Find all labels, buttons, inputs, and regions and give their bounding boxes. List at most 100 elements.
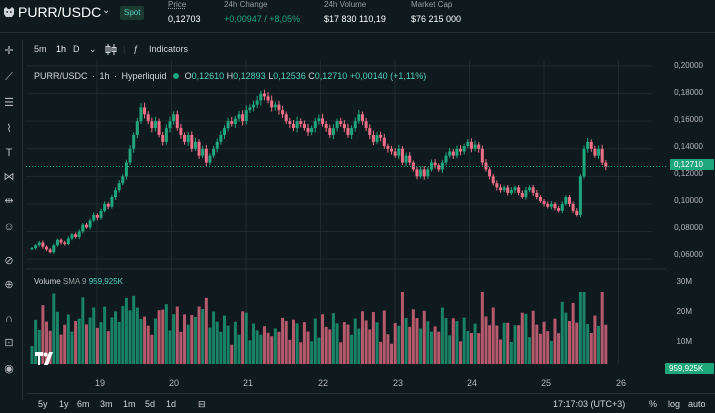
- price-chart[interactable]: [26, 60, 666, 372]
- candle-body: [201, 148, 205, 156]
- candle-body: [524, 190, 528, 198]
- volume-bar: [313, 318, 317, 364]
- x-tick-label: 26: [616, 378, 627, 388]
- volume-bar: [92, 307, 96, 364]
- range-1y[interactable]: 1y: [59, 399, 69, 409]
- crosshair-icon[interactable]: ✛: [4, 45, 14, 57]
- volume-bar: [48, 330, 52, 364]
- candles-icon[interactable]: [105, 43, 117, 56]
- date-range-icon[interactable]: ⊟: [198, 399, 206, 409]
- last-price-tag: 0,12710: [670, 159, 714, 170]
- volume-tick-label: 10M: [676, 337, 692, 346]
- ruler-icon[interactable]: ⊘: [4, 255, 14, 267]
- volume-bar: [230, 344, 234, 364]
- candle-body: [542, 201, 546, 204]
- candle-body: [437, 165, 441, 170]
- trend-line-icon[interactable]: ⟋: [5, 71, 13, 83]
- zoom-in-icon[interactable]: ⊕: [4, 279, 14, 291]
- bottom-toolbar: 5y 1y 6m 3m 1m 5d 1d ⊟ 17:17:03 (UTC+3) …: [0, 397, 715, 413]
- volume-bar: [564, 312, 568, 364]
- volume-bar: [480, 292, 484, 364]
- candle-body: [586, 141, 590, 149]
- volume-bar: [400, 292, 404, 364]
- range-3m[interactable]: 3m: [100, 399, 113, 409]
- volume-bar: [226, 325, 230, 364]
- candle-body: [575, 210, 579, 215]
- pattern-icon[interactable]: ⋈: [3, 171, 15, 183]
- volume-legend-value: 959,925K: [88, 277, 123, 286]
- candle-body: [429, 162, 433, 170]
- candle-body: [237, 114, 241, 119]
- range-1m[interactable]: 1m: [123, 399, 136, 409]
- candle-body: [364, 121, 368, 129]
- interval-5m[interactable]: 5m: [34, 44, 47, 54]
- volume-bar: [488, 325, 492, 364]
- volume-bar: [371, 312, 375, 364]
- interval-d[interactable]: D: [73, 44, 80, 54]
- volume-bar: [34, 319, 38, 364]
- divider: [22, 40, 23, 400]
- tradingview-logo-icon[interactable]: [35, 352, 53, 365]
- candle-body: [161, 134, 165, 142]
- volume-bar: [284, 320, 288, 364]
- volume-bar: [506, 322, 510, 364]
- emoji-icon[interactable]: ☺: [3, 221, 15, 233]
- volume-bar: [404, 317, 408, 364]
- legend-symbol: PURR/USDC: [34, 71, 88, 81]
- clock-readout[interactable]: 17:17:03 (UTC+3): [553, 399, 626, 409]
- volume-bar: [531, 310, 535, 364]
- volume-bar: [117, 321, 121, 364]
- candle-body: [411, 162, 415, 170]
- auto-scale-toggle[interactable]: auto: [688, 399, 706, 409]
- volume-bar: [393, 323, 397, 364]
- pair-selector[interactable]: PURR/USDC: [18, 4, 102, 20]
- range-6m[interactable]: 6m: [77, 399, 90, 409]
- interval-1h[interactable]: 1h: [56, 44, 67, 54]
- text-icon[interactable]: T: [5, 147, 13, 159]
- candle-body: [484, 162, 488, 170]
- candle-body: [266, 96, 270, 101]
- brush-icon[interactable]: ⌇: [6, 123, 12, 135]
- log-scale-toggle[interactable]: log: [668, 399, 681, 409]
- chart-canvas[interactable]: [26, 60, 666, 372]
- candle-body: [531, 187, 535, 193]
- candle-body: [604, 162, 608, 167]
- volume-bar: [328, 329, 332, 364]
- divider: [0, 32, 715, 33]
- volume-bar: [306, 331, 310, 364]
- volume-bar: [375, 322, 379, 364]
- candle-body: [77, 231, 81, 238]
- y-tick-label: 0,16000: [674, 115, 703, 124]
- interval-chevron-down-icon[interactable]: ⌄: [89, 44, 97, 54]
- volume-bar: [299, 342, 303, 364]
- y-tick-label: 0,12000: [674, 169, 703, 178]
- range-1d[interactable]: 1d: [166, 399, 177, 409]
- volume-bar: [342, 322, 346, 364]
- volume-bar: [270, 336, 274, 364]
- magnet-icon[interactable]: ∩: [5, 313, 13, 325]
- candle-body: [197, 141, 201, 156]
- horizontal-lines-icon[interactable]: ☰: [4, 97, 14, 109]
- lock-icon[interactable]: ⊡: [4, 337, 14, 349]
- volume-bar: [110, 317, 114, 364]
- candle-body: [557, 208, 561, 211]
- candle-body: [252, 104, 256, 108]
- range-5y[interactable]: 5y: [38, 399, 48, 409]
- volume-bar: [390, 343, 394, 364]
- chevron-down-icon[interactable]: ⌄: [102, 5, 111, 16]
- range-5d[interactable]: 5d: [145, 399, 156, 409]
- volume-legend: Volume SMA 9 959,925K: [34, 277, 123, 286]
- eye-icon[interactable]: ◉: [4, 363, 14, 375]
- volume-bar: [124, 297, 128, 364]
- candle-body: [480, 148, 484, 163]
- volume-bar: [45, 321, 49, 364]
- measure-icon[interactable]: ⇹: [4, 195, 14, 207]
- volume-bar: [429, 331, 433, 364]
- volume-bar: [582, 292, 586, 364]
- candle-body: [103, 203, 107, 211]
- indicators-button[interactable]: Indicators: [149, 44, 189, 54]
- candle-body: [153, 121, 157, 129]
- percent-scale-toggle[interactable]: %: [649, 399, 658, 409]
- candle-body: [400, 148, 404, 163]
- indicators-icon[interactable]: ƒ: [133, 44, 139, 54]
